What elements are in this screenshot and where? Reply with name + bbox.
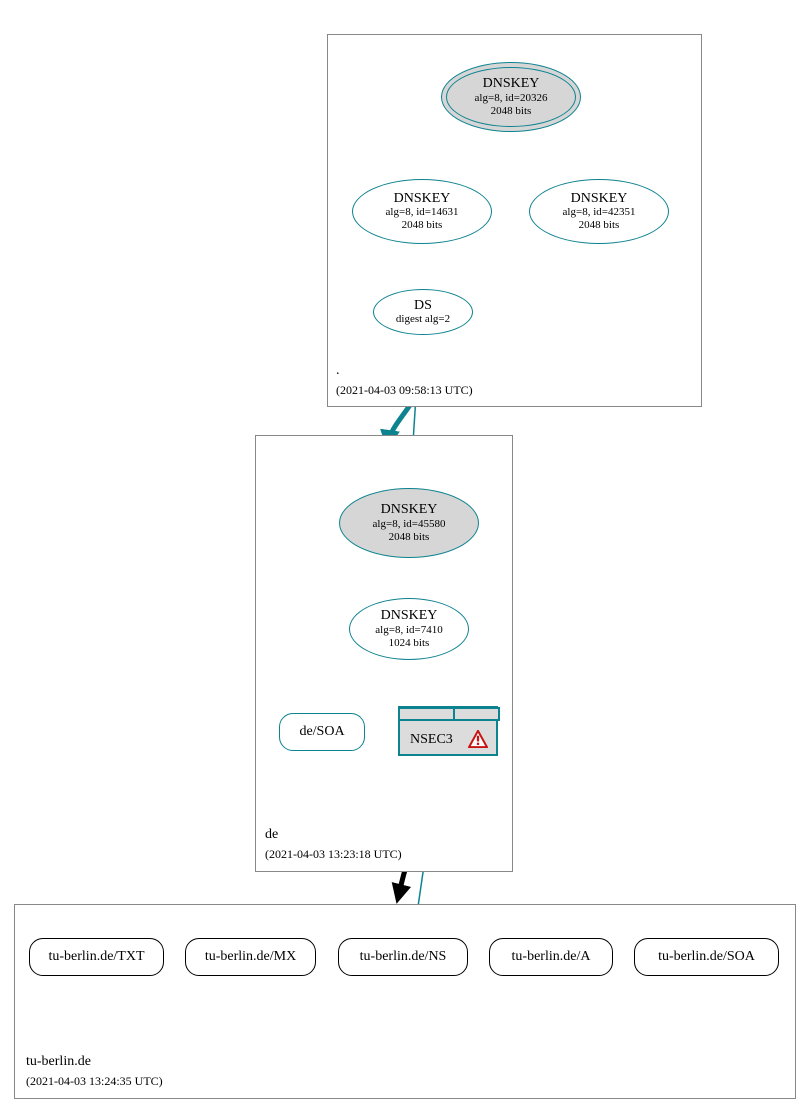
rr-label: tu-berlin.de/TXT	[48, 949, 144, 965]
node-sub: 2048 bits	[402, 219, 443, 232]
zone-de-timestamp: (2021-04-03 13:23:18 UTC)	[265, 847, 402, 862]
zone-de-label: de	[265, 827, 278, 843]
nsec3-tab2	[453, 707, 500, 721]
node-de-soa: de/SOA	[279, 713, 365, 751]
node-title: DNSKEY	[381, 608, 438, 623]
node-title: DNSKEY	[483, 76, 540, 91]
node-de-zsk: DNSKEY alg=8, id=7410 1024 bits	[349, 598, 469, 660]
nsec3-label: NSEC3	[410, 732, 453, 748]
node-root-ksk: DNSKEY alg=8, id=20326 2048 bits	[441, 62, 581, 132]
zone-tub-timestamp: (2021-04-03 13:24:35 UTC)	[26, 1074, 163, 1089]
node-sub: 1024 bits	[389, 637, 430, 650]
node-root-zsk1: DNSKEY alg=8, id=14631 2048 bits	[352, 179, 492, 244]
rr-tub-txt: tu-berlin.de/TXT	[29, 938, 164, 976]
rr-label: de/SOA	[299, 724, 344, 740]
node-sub: alg=8, id=14631	[386, 206, 459, 219]
node-title: DNSKEY	[381, 502, 438, 517]
zone-tub-box	[14, 904, 796, 1099]
node-de-ksk: DNSKEY alg=8, id=45580 2048 bits	[339, 488, 479, 558]
rr-tub-mx: tu-berlin.de/MX	[185, 938, 316, 976]
zone-root-timestamp: (2021-04-03 09:58:13 UTC)	[336, 383, 473, 398]
node-sub: alg=8, id=45580	[373, 518, 446, 531]
node-sub: alg=8, id=42351	[563, 206, 636, 219]
node-sub: 2048 bits	[579, 219, 620, 232]
rr-tub-ns: tu-berlin.de/NS	[338, 938, 468, 976]
rr-tub-soa: tu-berlin.de/SOA	[634, 938, 779, 976]
rr-label: tu-berlin.de/MX	[205, 949, 296, 965]
rr-label: tu-berlin.de/A	[512, 949, 591, 965]
edge-de-tub-deleg	[398, 870, 405, 898]
node-title: DS	[414, 298, 432, 313]
node-sub: 2048 bits	[491, 105, 532, 118]
nsec3-tab1	[398, 707, 456, 721]
warning-icon	[468, 730, 488, 748]
zone-root-label: .	[336, 363, 340, 379]
rr-label: tu-berlin.de/SOA	[658, 949, 755, 965]
node-nsec3: NSEC3	[398, 706, 498, 756]
node-title: DNSKEY	[394, 191, 451, 206]
rr-label: tu-berlin.de/NS	[360, 949, 447, 965]
node-sub: 2048 bits	[389, 531, 430, 544]
node-sub: digest alg=2	[396, 313, 450, 326]
node-sub: alg=8, id=20326	[475, 92, 548, 105]
rr-tub-a: tu-berlin.de/A	[489, 938, 613, 976]
node-root-zsk2: DNSKEY alg=8, id=42351 2048 bits	[529, 179, 669, 244]
node-title: DNSKEY	[571, 191, 628, 206]
node-sub: alg=8, id=7410	[375, 624, 442, 637]
zone-tub-label: tu-berlin.de	[26, 1054, 91, 1070]
node-root-ds: DS digest alg=2	[373, 289, 473, 335]
